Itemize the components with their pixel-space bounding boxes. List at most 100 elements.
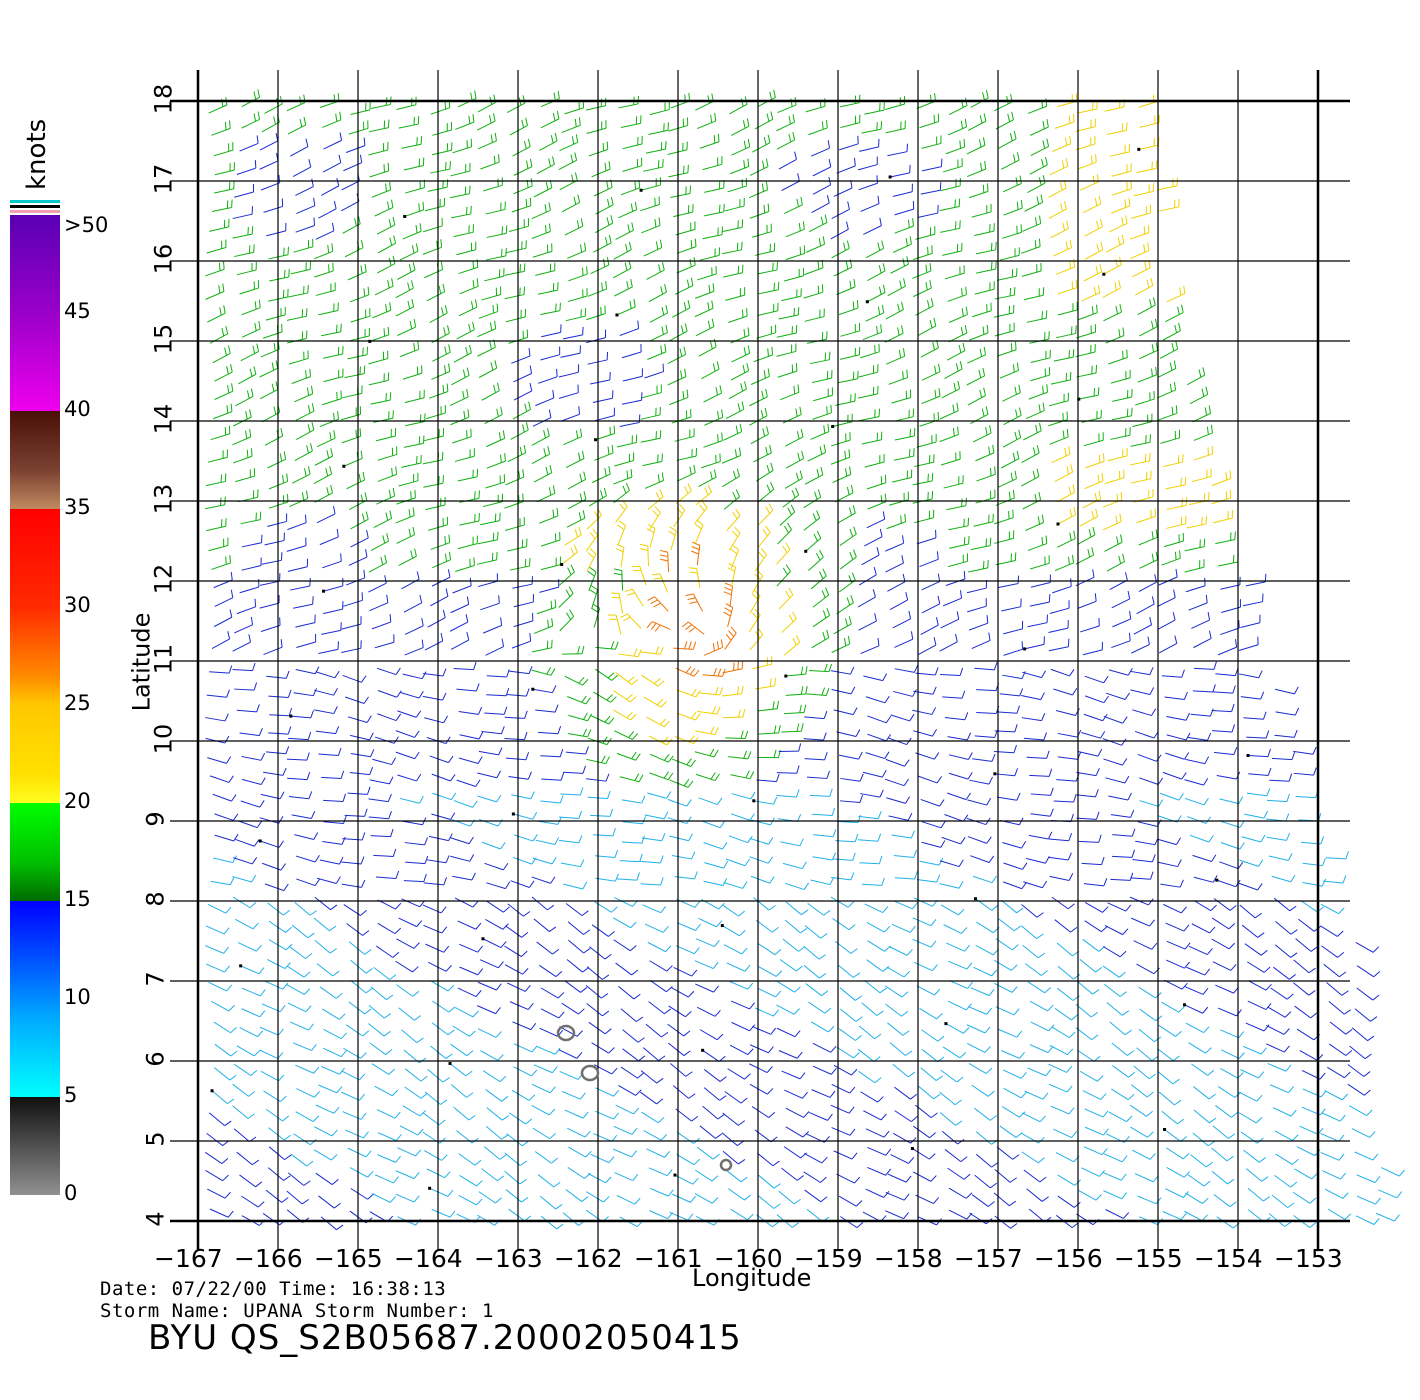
wind-barb-flag <box>901 535 905 544</box>
wind-barb-staff <box>452 585 472 594</box>
wind-barb-staff <box>1084 675 1104 684</box>
wind-barb-flag <box>639 543 648 547</box>
wind-barb-staff <box>649 512 661 530</box>
wind-barb-staff <box>887 581 906 592</box>
wind-barb-flag <box>582 966 590 973</box>
wind-barb-flag <box>280 428 284 437</box>
wind-barb-flag <box>603 487 607 496</box>
wind-barb-flag <box>306 771 311 780</box>
wind-barb-flag <box>881 240 885 249</box>
wind-barb-flag <box>391 199 394 208</box>
wind-barb-staff <box>1003 1087 1022 1099</box>
wind-barb-flag <box>988 989 995 996</box>
wind-barb-staff <box>1329 1021 1347 1035</box>
wind-barb-flag <box>313 1066 320 1074</box>
wind-barb-flag <box>958 881 964 889</box>
wind-barb-staff <box>997 796 1017 801</box>
wind-barb-flag <box>225 556 227 565</box>
wind-barb-staff <box>399 1125 418 1136</box>
wind-barb-flag <box>602 1010 610 1017</box>
wind-barb-staff <box>539 140 558 151</box>
wind-barb-flag <box>659 549 668 553</box>
wind-barb-flag <box>1045 535 1048 544</box>
wind-barb-staff <box>967 168 986 178</box>
wind-barb-flag <box>447 325 450 334</box>
wind-barb-flag <box>1287 1202 1295 1209</box>
wind-barb-staff <box>486 900 504 913</box>
wind-barb-staff <box>426 859 447 864</box>
wind-barb-flag <box>1095 1194 1102 1201</box>
wind-barb-flag <box>936 776 943 784</box>
wind-barb-staff <box>241 755 262 761</box>
wind-barb-staff <box>1275 711 1296 716</box>
wind-barb-flag <box>690 277 694 286</box>
wind-barb-staff <box>976 921 994 934</box>
wind-barb-staff <box>1077 1049 1095 1062</box>
wind-barb-flag <box>877 833 882 842</box>
wind-barb-staff <box>912 709 933 715</box>
wind-barb-flag <box>606 217 610 226</box>
wind-barb-flag <box>853 526 857 535</box>
wind-barb-flag <box>229 120 231 129</box>
wind-barb-flag <box>343 815 347 824</box>
wind-barb-staff <box>323 353 343 359</box>
wind-barb-staff <box>449 193 470 199</box>
wind-barb-flag <box>497 1175 505 1182</box>
wind-barb-flag <box>880 324 883 333</box>
wind-barb-staff <box>287 522 307 531</box>
wind-barb-staff <box>940 904 959 916</box>
wind-barb-staff <box>1166 1167 1185 1178</box>
wind-barb-flag <box>626 711 633 719</box>
wind-barb-flag <box>1238 1031 1245 1039</box>
wind-barb-flag <box>503 706 508 715</box>
wind-barb-staff <box>1213 1194 1231 1208</box>
wind-barb-flag <box>988 446 991 455</box>
wind-barb-flag <box>606 694 613 701</box>
wind-barb-staff <box>505 757 526 761</box>
wind-barb-flag <box>798 222 801 232</box>
wind-barb-flag <box>530 178 533 187</box>
wind-barb-staff <box>644 371 664 379</box>
wind-barb-flag <box>285 926 292 933</box>
wind-barb-staff <box>857 1048 875 1062</box>
wind-barb-staff <box>804 716 825 720</box>
wind-barb-staff <box>533 472 552 483</box>
wind-barb-flag <box>421 617 424 626</box>
wind-barb-flag <box>1177 306 1180 315</box>
wind-barb-flag <box>772 1160 780 1167</box>
wind-barb-staff <box>1081 292 1100 302</box>
wind-barb-staff <box>209 671 230 674</box>
wind-barb-flag <box>1016 792 1021 801</box>
wind-barb-staff <box>1216 1216 1234 1229</box>
wind-barb-staff <box>758 966 777 977</box>
wind-barb-staff <box>404 209 424 217</box>
wind-barb-staff <box>450 1084 467 1098</box>
wind-barb-flag <box>1102 1110 1109 1118</box>
wind-barb-flag <box>854 1176 861 1184</box>
wind-barb-flag <box>1263 810 1269 819</box>
wind-barb-flag <box>735 489 741 497</box>
wind-barb-flag <box>978 139 982 148</box>
wind-barb-staff <box>586 758 606 765</box>
wind-barb-staff <box>1026 1188 1043 1202</box>
wind-barb-staff <box>649 1187 669 1197</box>
wind-barb-flag <box>530 791 535 799</box>
wind-barb-flag <box>1073 259 1076 268</box>
wind-barb-staff <box>886 797 906 804</box>
wind-barb-staff <box>812 1065 832 1075</box>
wind-barb-flag <box>1174 551 1177 560</box>
wind-barb-flag <box>1339 1114 1346 1122</box>
wind-barb-flag <box>602 142 605 151</box>
wind-barb-staff <box>803 945 820 960</box>
wind-barb-flag <box>342 793 347 802</box>
wind-barb-staff <box>233 1063 252 1076</box>
wind-barb-staff <box>757 708 778 712</box>
wind-barb-flag <box>647 596 655 601</box>
wind-barb-staff <box>946 350 966 361</box>
wind-barb-staff <box>1242 1045 1262 1055</box>
wind-barb-staff <box>727 607 734 628</box>
wind-barb-flag <box>738 709 741 718</box>
wind-barb-flag <box>1095 266 1099 275</box>
wind-barb-flag <box>1010 343 1013 352</box>
wind-barb-staff <box>722 668 743 674</box>
